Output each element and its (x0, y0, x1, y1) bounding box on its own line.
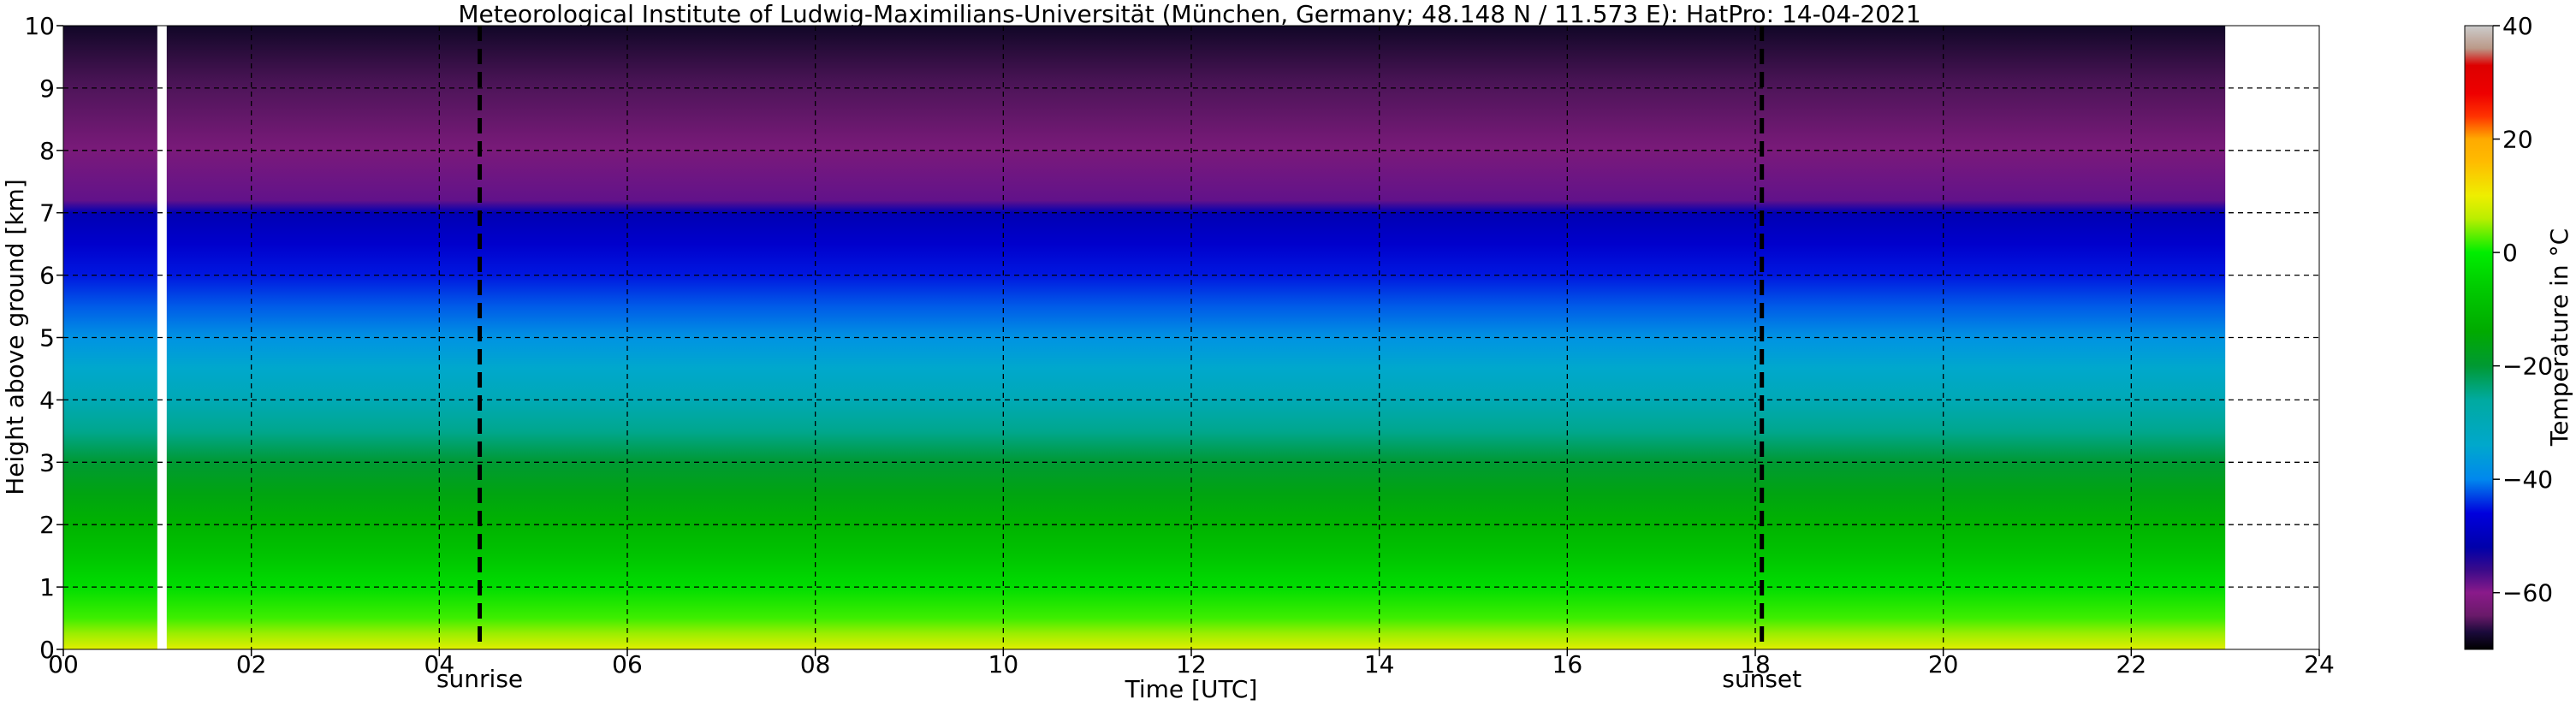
x-tick-label: 04 (424, 650, 455, 678)
y-tick-label: 0 (39, 636, 55, 664)
x-tick-label: 20 (1928, 650, 1959, 678)
x-tick-label: 02 (236, 650, 267, 678)
colorbar-tick-label: −20 (2502, 352, 2553, 381)
y-tick-label: 1 (39, 573, 55, 601)
colorbar-frame (2464, 25, 2494, 650)
colorbar-tick-label: 20 (2502, 126, 2533, 154)
y-axis-ticks: 0 1 2 3 4 5 6 7 8 9 10 (24, 12, 63, 664)
colorbar-label: Temperature in °C (2545, 228, 2573, 447)
colorbar-tick-label: 0 (2502, 239, 2518, 267)
y-tick-label: 9 (39, 74, 55, 103)
sun-marker-labels: sunrise sunset (436, 665, 1801, 693)
x-tick-label: 12 (1176, 650, 1207, 678)
x-tick-label: 16 (1552, 650, 1583, 678)
x-tick-label: 14 (1364, 650, 1395, 678)
colorbar: 40 20 0 −20 −40 −60 (2464, 12, 2553, 650)
y-tick-label: 7 (39, 199, 55, 228)
y-tick-label: 8 (39, 137, 55, 165)
colorbar-tick-label: 40 (2502, 12, 2533, 40)
y-tick-label: 6 (39, 262, 55, 290)
y-tick-label: 4 (39, 386, 55, 414)
sun-marker-label: sunrise (436, 665, 523, 693)
y-tick-label: 3 (39, 448, 55, 477)
y-tick-label: 10 (24, 12, 55, 40)
y-axis-label: Height above ground [km] (1, 179, 29, 495)
x-tick-label: 08 (800, 650, 831, 678)
x-axis-label: Time [UTC] (1125, 675, 1258, 703)
plot-area (62, 25, 2320, 650)
x-axis-ticks: 00 02 04 06 08 10 12 14 16 18 20 22 24 (48, 649, 2335, 678)
x-tick-label: 22 (2116, 650, 2147, 678)
x-tick-label: 10 (988, 650, 1019, 678)
colorbar-ticks: 40 20 0 −20 −40 −60 (2493, 12, 2553, 607)
colorbar-tick-label: −60 (2502, 579, 2553, 607)
chart-title: Meteorological Institute of Ludwig-Maxim… (458, 0, 1920, 28)
grid-lines (63, 26, 2319, 649)
sun-marker-label: sunset (1722, 665, 1801, 693)
colorbar-tick-label: −40 (2502, 465, 2553, 494)
y-tick-label: 5 (39, 324, 55, 352)
x-tick-label: 18 (1740, 650, 1771, 678)
y-tick-label: 2 (39, 511, 55, 539)
sun-markers (478, 26, 1765, 649)
x-tick-label: 06 (612, 650, 643, 678)
x-tick-label: 24 (2304, 650, 2335, 678)
colorbar-fill (2465, 26, 2493, 649)
x-tick-label: 00 (48, 650, 79, 678)
